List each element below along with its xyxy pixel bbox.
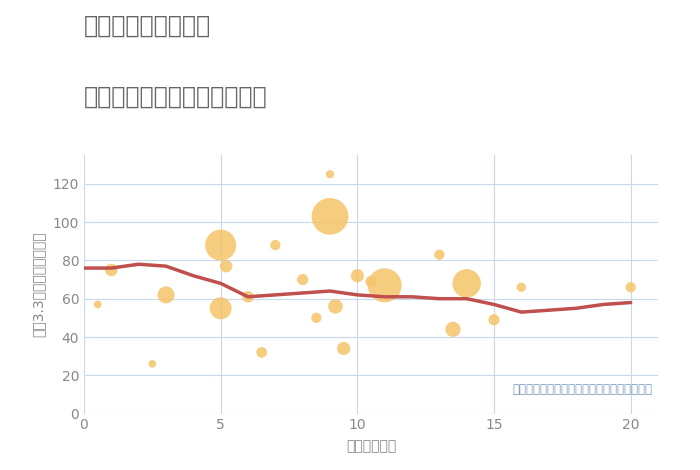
Point	[330, 303, 341, 310]
Point	[434, 251, 445, 258]
Point	[461, 280, 472, 287]
Text: 円の大きさは、取引のあった物件面積を示す: 円の大きさは、取引のあった物件面積を示す	[512, 383, 652, 396]
Point	[447, 326, 458, 333]
Point	[147, 360, 158, 368]
Point	[324, 171, 335, 178]
Point	[324, 212, 335, 220]
Point	[215, 241, 226, 249]
Point	[106, 266, 117, 274]
Point	[351, 272, 363, 280]
Point	[270, 241, 281, 249]
Y-axis label: 坪（3.3㎡）単価（万円）: 坪（3.3㎡）単価（万円）	[32, 232, 46, 337]
Point	[297, 276, 308, 283]
Text: 三重県伊賀市下郡の: 三重県伊賀市下郡の	[84, 14, 211, 38]
Point	[256, 349, 267, 356]
Point	[215, 305, 226, 312]
Point	[311, 314, 322, 321]
Point	[365, 278, 377, 285]
Point	[625, 283, 636, 291]
Point	[160, 291, 172, 298]
Point	[220, 262, 232, 270]
X-axis label: 駅距離（分）: 駅距離（分）	[346, 439, 396, 454]
Point	[338, 345, 349, 352]
Text: 駅距離別中古マンション価格: 駅距離別中古マンション価格	[84, 85, 267, 109]
Point	[489, 316, 500, 323]
Point	[379, 282, 391, 289]
Point	[516, 283, 527, 291]
Point	[92, 301, 104, 308]
Point	[242, 293, 253, 300]
